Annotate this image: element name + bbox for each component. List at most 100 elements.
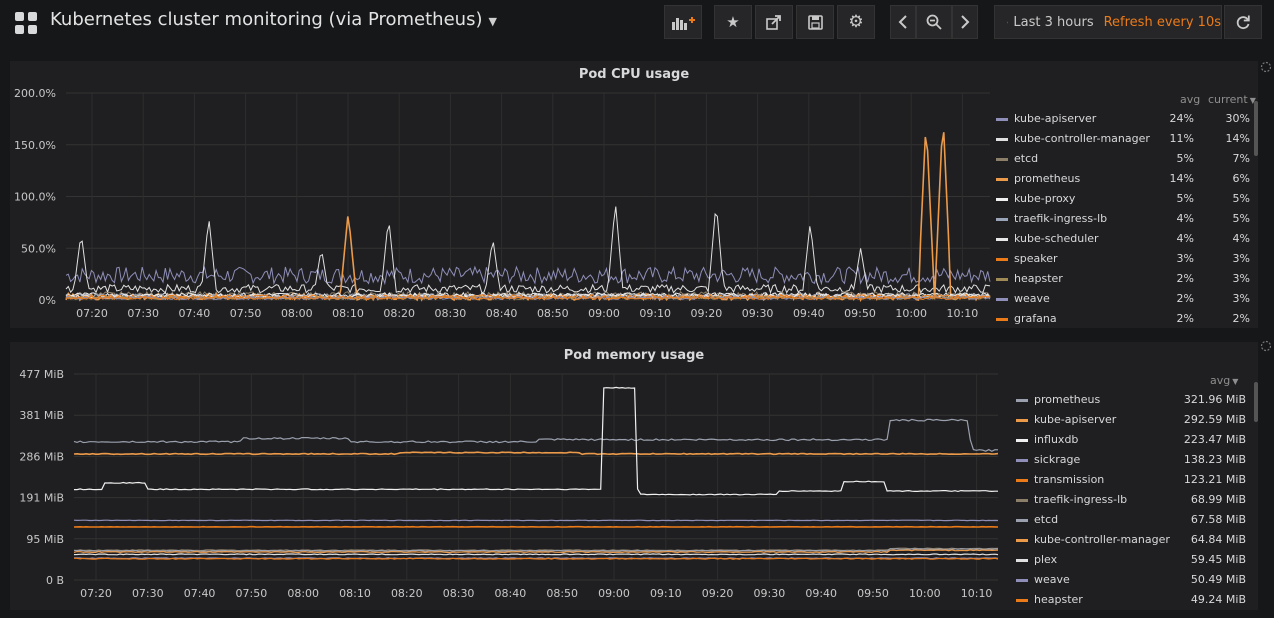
memory-graph[interactable]: 477 MiB 381 MiB 286 MiB 191 MiB 95 MiB 0 B 07:… (10, 342, 1010, 610)
cpu-legend-item[interactable]: prometheus 14% 6% (996, 169, 1254, 189)
series-avg: 321.96 MiB (1183, 393, 1246, 406)
series-name: plex (1034, 553, 1058, 566)
y-tick-label: 477 MiB (19, 368, 64, 381)
cpu-legend-current-header[interactable]: current ▼ (1208, 93, 1256, 106)
series-avg: 5% (1176, 192, 1194, 205)
series-swatch (996, 278, 1008, 281)
settings-button[interactable]: ⚙ (837, 5, 875, 39)
y-tick-label: 0 B (46, 574, 64, 587)
zoom-out-button[interactable] (916, 5, 952, 39)
series-name: kube-controller-manager (1014, 132, 1150, 145)
cpu-legend-item[interactable]: traefik-ingress-lb 4% 5% (996, 209, 1254, 229)
series-swatch (996, 118, 1008, 121)
series-swatch (996, 298, 1008, 301)
y-tick-label: 381 MiB (19, 409, 64, 422)
x-tick-label: 08:10 (332, 307, 364, 320)
x-tick-label: 08:20 (383, 307, 415, 320)
series-avg: 11% (1169, 132, 1194, 145)
cpu-legend-item[interactable]: kube-proxy 5% 5% (996, 189, 1254, 209)
memory-legend-item[interactable]: etcd 67.58 MiB (1016, 510, 1254, 530)
time-picker[interactable]: Last 3 hours Refresh every 10s (994, 5, 1222, 39)
cpu-legend-item[interactable]: weave 2% 3% (996, 289, 1254, 309)
share-button[interactable] (755, 5, 793, 39)
series-avg: 4% (1176, 232, 1194, 245)
series-line-etcd (74, 548, 999, 552)
memory-legend-item[interactable]: heapster 49.24 MiB (1016, 590, 1254, 610)
chevron-right-icon (961, 15, 970, 29)
cpu-panel-title[interactable]: Pod CPU usage (578, 67, 690, 82)
cpu-legend-scrollbar[interactable] (1254, 101, 1258, 156)
y-tick-label: 95 MiB (26, 533, 64, 546)
series-swatch (1016, 479, 1028, 482)
series-current: 3% (1232, 272, 1250, 285)
x-tick-label: 09:50 (857, 587, 889, 600)
time-forward-button[interactable] (952, 5, 978, 39)
time-back-button[interactable] (890, 5, 916, 39)
cpu-legend-item[interactable]: heapster 2% 3% (996, 269, 1254, 289)
x-tick-label: 08:40 (495, 587, 527, 600)
series-current: 5% (1232, 192, 1250, 205)
memory-legend-item[interactable]: kube-controller-manager 64.84 MiB (1016, 530, 1254, 550)
y-tick-label: 200.0% (14, 87, 56, 100)
series-current: 6% (1232, 172, 1250, 185)
memory-legend-scrollbar[interactable] (1254, 382, 1258, 422)
series-swatch (996, 178, 1008, 181)
top-bar: Kubernetes cluster monitoring (via Prome… (0, 0, 1274, 46)
dashboard-title[interactable]: Kubernetes cluster monitoring (via Prome… (50, 9, 497, 30)
series-line-heapster (74, 557, 999, 560)
memory-legend-item[interactable]: influxdb 223.47 MiB (1016, 430, 1254, 450)
memory-legend-item[interactable]: transmission 123.21 MiB (1016, 470, 1254, 490)
series-avg: 123.21 MiB (1183, 473, 1246, 486)
cpu-legend-item[interactable]: grafana 2% 2% (996, 309, 1254, 329)
save-button[interactable] (796, 5, 834, 39)
memory-legend-item[interactable]: weave 50.49 MiB (1016, 570, 1254, 590)
memory-legend-item[interactable]: prometheus 321.96 MiB (1016, 390, 1254, 410)
series-name: prometheus (1014, 172, 1081, 185)
memory-legend-item[interactable]: traefik-ingress-lb 68.99 MiB (1016, 490, 1254, 510)
refresh-button[interactable] (1224, 5, 1262, 39)
x-tick-label: 09:10 (639, 307, 671, 320)
add-panel-button[interactable] (664, 5, 702, 39)
cpu-legend-item[interactable]: kube-apiserver 24% 30% (996, 109, 1254, 129)
x-tick-label: 08:40 (486, 307, 518, 320)
series-swatch (996, 258, 1008, 261)
series-swatch (1016, 459, 1028, 462)
series-current: 5% (1232, 212, 1250, 225)
x-tick-label: 08:50 (537, 307, 569, 320)
cpu-graph[interactable]: 200.0% 150.0% 100.0% 50.0% 0% 07:20 07:30 07:40… (10, 61, 995, 328)
y-tick-label: 150.0% (14, 139, 56, 152)
x-tick-label: 09:30 (742, 307, 774, 320)
cpu-legend-item[interactable]: speaker 3% 3% (996, 249, 1254, 269)
loading-spinner-icon (1260, 340, 1272, 352)
series-name: weave (1034, 573, 1070, 586)
series-current: 7% (1232, 152, 1250, 165)
memory-legend-item[interactable]: sickrage 138.23 MiB (1016, 450, 1254, 470)
cpu-legend-avg-header[interactable]: avg (1180, 93, 1201, 106)
x-tick-label: 07:40 (184, 587, 216, 600)
series-swatch (1016, 559, 1028, 562)
memory-legend-item[interactable]: kube-apiserver 292.59 MiB (1016, 410, 1254, 430)
series-swatch (1016, 399, 1028, 402)
series-current: 14% (1225, 132, 1250, 145)
series-avg: 14% (1169, 172, 1194, 185)
cpu-legend-item[interactable]: kube-controller-manager 11% 14% (996, 129, 1254, 149)
star-button[interactable]: ★ (714, 5, 752, 39)
memory-legend-avg-header[interactable]: avg ▼ (1210, 374, 1239, 387)
x-tick-label: 08:30 (435, 307, 467, 320)
y-tick-label: 286 MiB (19, 450, 64, 463)
series-swatch (1016, 519, 1028, 522)
dashboard-title-text: Kubernetes cluster monitoring (via Prome… (50, 9, 483, 30)
memory-legend: avg ▼ prometheus 321.96 MiB kube-apiserver 2… (1016, 374, 1254, 606)
sort-desc-icon: ▼ (1249, 96, 1256, 105)
x-tick-label: 07:20 (80, 587, 112, 600)
memory-legend-item[interactable]: plex 59.45 MiB (1016, 550, 1254, 570)
dashboard-grid-icon[interactable] (14, 11, 38, 35)
memory-panel-title[interactable]: Pod memory usage (563, 348, 705, 363)
gear-icon: ⚙ (848, 12, 864, 32)
refresh-interval-label: Refresh every 10s (1103, 14, 1221, 30)
cpu-legend-item[interactable]: etcd 5% 7% (996, 149, 1254, 169)
series-swatch (996, 218, 1008, 221)
x-tick-label: 08:50 (546, 587, 578, 600)
cpu-legend-item[interactable]: kube-scheduler 4% 4% (996, 229, 1254, 249)
series-line-kube-apiserver (65, 265, 991, 286)
